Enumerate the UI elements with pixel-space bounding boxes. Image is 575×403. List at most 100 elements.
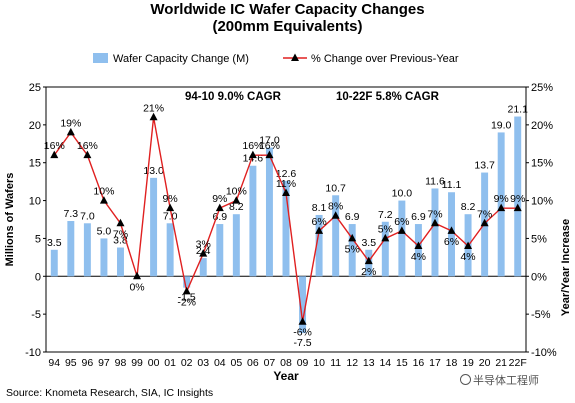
x-tick-label: 05 [231, 357, 243, 369]
y-tick-label: 5 [35, 233, 41, 245]
bar [67, 221, 75, 277]
chart-title: Worldwide IC Wafer Capacity Changes [150, 1, 425, 18]
percent-label: 7% [427, 208, 442, 220]
percent-marker [149, 112, 158, 121]
y2-tick-label: 20% [531, 120, 553, 132]
percent-marker [447, 226, 456, 234]
bar-value-label: -1.5 [178, 292, 196, 304]
y-tick-label: 20 [29, 120, 41, 132]
bar [514, 116, 522, 277]
percent-marker [182, 286, 191, 295]
bar [431, 188, 439, 277]
percent-label: 10% [226, 186, 247, 198]
y-tick-label: 10 [29, 196, 41, 208]
bar [216, 224, 224, 277]
x-tick-label: 18 [446, 357, 458, 369]
x-tick-label: 09 [297, 357, 309, 369]
percent-marker [381, 233, 390, 242]
percent-label: -6% [293, 327, 312, 339]
bar [166, 223, 174, 277]
plot-frame [45, 86, 527, 353]
bar [83, 223, 91, 277]
legend-bar-label: Wafer Capacity Change (M) [113, 53, 249, 65]
y-tick-label: 25 [29, 82, 41, 94]
bar-value-label: 7.0 [80, 210, 95, 222]
bar-value-label: 7.3 [64, 208, 79, 220]
y-tick-label: 0 [35, 271, 41, 283]
bar-value-label: -7.5 [294, 337, 312, 349]
percent-marker [331, 211, 340, 219]
percent-label: 7% [477, 208, 492, 220]
percent-marker [282, 188, 290, 196]
percent-marker [83, 150, 92, 159]
x-tick-label: 17 [429, 357, 441, 369]
y2-axis-label: Year/Year Increase [560, 219, 572, 316]
percent-label: 16% [242, 140, 263, 152]
percent-label: 8% [328, 201, 343, 213]
bar-value-label: 10.7 [325, 182, 346, 194]
legend-line-label: % Change over Previous-Year [311, 53, 459, 65]
x-tick-label: 08 [280, 357, 292, 369]
y2-tick-label: 5% [531, 233, 547, 245]
bar-value-label: 7.2 [378, 209, 393, 221]
percent-marker [215, 203, 224, 212]
cagr-annotation: 10-22F 5.8% CAGR [336, 91, 440, 103]
percent-label: 4% [411, 251, 426, 263]
percent-label: 6% [444, 236, 459, 248]
x-tick-label: 06 [247, 357, 259, 369]
percent-marker [464, 241, 473, 249]
percent-label: 2% [361, 266, 376, 278]
percent-label: 9% [510, 193, 525, 205]
percent-marker [315, 226, 324, 234]
bar [150, 177, 158, 277]
cagr-annotation: 94-10 9.0% CAGR [185, 91, 282, 103]
percent-label: 6% [312, 216, 327, 228]
percent-marker [116, 218, 125, 227]
y2-tick-label: 15% [531, 158, 553, 170]
percent-marker [414, 241, 423, 249]
y-axis-label: Millions of Wafers [4, 173, 16, 267]
x-axis-label: Year [273, 369, 299, 383]
x-tick-label: 02 [181, 357, 193, 369]
bar-value-label: 19.0 [491, 119, 512, 131]
percent-label: 9% [212, 193, 227, 205]
percent-label: 5% [378, 223, 393, 235]
percent-marker [265, 150, 274, 159]
percent-label: 16% [259, 140, 280, 152]
bar-value-label: 11.6 [425, 175, 445, 187]
percent-label: 16% [77, 140, 98, 152]
percent-marker [397, 226, 406, 234]
bar [183, 276, 191, 288]
percent-marker [480, 218, 489, 227]
percent-label: 6% [394, 216, 409, 228]
percent-marker [232, 196, 241, 204]
x-tick-label: 07 [264, 357, 276, 369]
percent-label: 0% [129, 281, 144, 293]
bar [332, 195, 340, 277]
percent-marker [298, 317, 307, 325]
x-tick-label: 01 [164, 357, 176, 369]
bar [199, 258, 207, 277]
bar-value-label: 13.7 [474, 160, 495, 172]
bar-value-label: 3.5 [361, 237, 376, 249]
x-tick-label: 98 [115, 357, 127, 369]
bar [381, 221, 389, 277]
percent-marker [364, 256, 373, 265]
bar [117, 247, 124, 277]
percent-marker [166, 203, 175, 212]
y-tick-label: 15 [29, 158, 41, 170]
x-tick-label: 20 [479, 357, 491, 369]
percent-label: 11% [276, 178, 296, 190]
bar-value-label: 13.0 [143, 165, 164, 177]
bar-value-label: 12.6 [276, 168, 297, 180]
percent-label: 7% [113, 228, 128, 240]
percent-label: 21% [143, 102, 164, 114]
y2-tick-label: 25% [531, 82, 553, 94]
bar [448, 192, 455, 277]
percent-label: 16% [44, 140, 65, 152]
x-tick-label: 22F [509, 357, 527, 369]
y2-tick-label: 0% [531, 271, 547, 283]
bar [100, 238, 108, 277]
percent-label: 9% [163, 193, 178, 205]
